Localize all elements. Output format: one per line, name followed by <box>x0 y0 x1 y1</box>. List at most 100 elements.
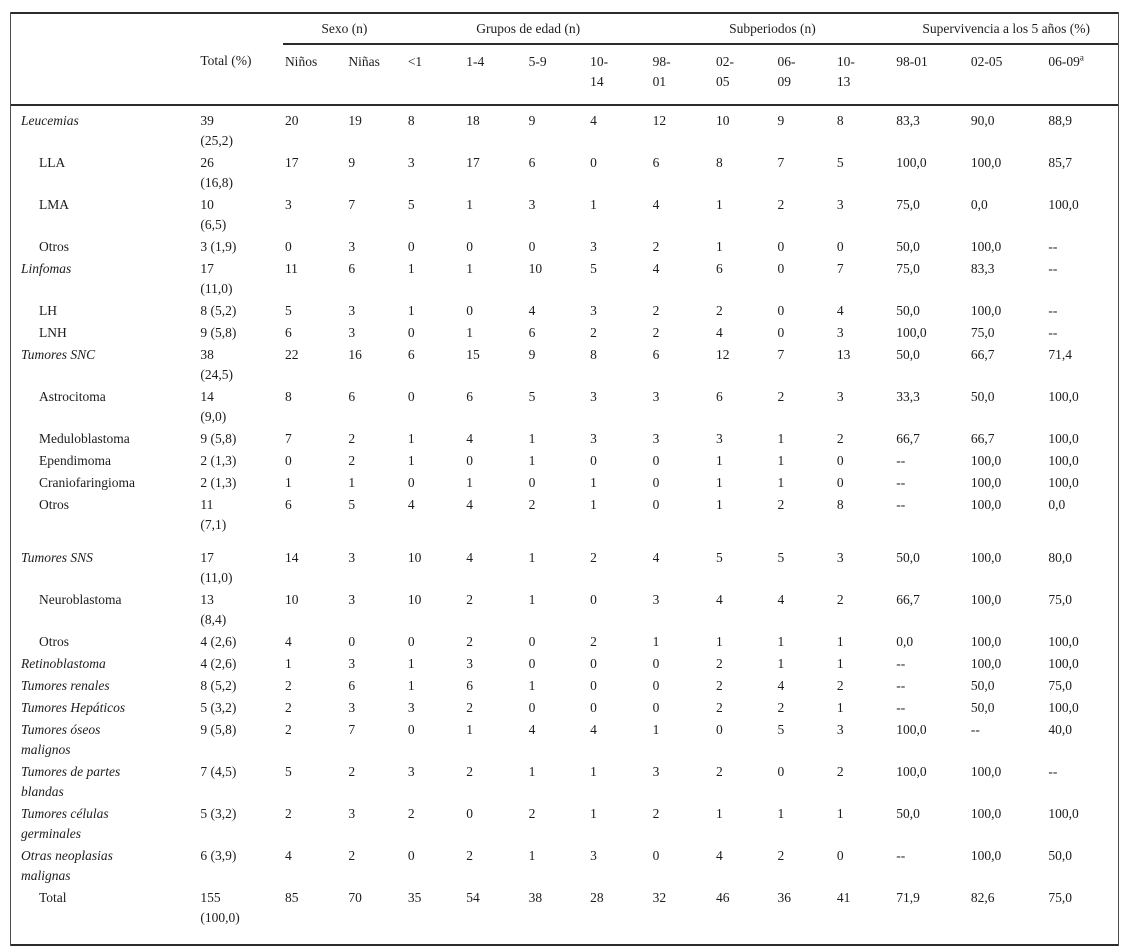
table-header: Sexo (n) Grupos de edad (n) Subperiodos … <box>11 13 1118 106</box>
cell: 1 <box>528 764 536 779</box>
cell: 1 <box>716 197 723 212</box>
cell: 5 <box>777 550 785 565</box>
cell: 4 <box>590 722 597 737</box>
cell: -- <box>1048 261 1058 276</box>
cell: 2 <box>466 592 473 607</box>
cell: 100,0 <box>970 634 1002 649</box>
cell: 0 <box>716 722 723 737</box>
cell: 1 <box>466 325 473 340</box>
cell: 6 <box>466 389 473 404</box>
cell: 6 <box>348 261 356 276</box>
table-row: Total 155 (100,0) 85 70 35 54 38 28 32 46 36 41 71,… <box>11 887 1118 945</box>
row-label: Craniofaringioma <box>39 475 135 490</box>
cell: 4 <box>590 113 597 128</box>
cell: 5 <box>590 261 597 276</box>
cell: 1 <box>407 453 415 468</box>
cell: 22 <box>284 347 299 362</box>
cell: 0 <box>407 475 415 490</box>
cell: 2 <box>528 497 536 512</box>
col-age-5-9: 5-9 <box>526 44 589 106</box>
cell: 2 <box>348 764 356 779</box>
cell: 83,3 <box>896 113 920 128</box>
cell: 0 <box>836 475 844 490</box>
row-label: Tumores SNS <box>21 550 93 565</box>
cell: 3 <box>407 700 415 715</box>
cell: 0 <box>777 239 785 254</box>
cell: 100,0 <box>970 550 1002 565</box>
cell: 0 <box>590 678 597 693</box>
corner-cell <box>11 13 283 44</box>
cell: 38 (24,5) <box>200 347 233 382</box>
cell: 0 <box>284 453 292 468</box>
cell: 100,0 <box>970 592 1002 607</box>
cell: 66,7 <box>896 431 920 446</box>
cell: 1 <box>777 656 785 671</box>
col-sub-06-09: 06- 09 <box>775 44 835 106</box>
table-row: LLA 26 (16,8) 17 9 3 17 6 0 6 8 7 5 100,0 100,0 85,7 <box>11 152 1118 194</box>
cell: 3 <box>590 431 597 446</box>
cell: 0,0 <box>970 197 988 212</box>
cell: 3 <box>466 656 473 671</box>
cell: 1 <box>466 475 473 490</box>
row-label: Meduloblastoma <box>39 431 130 446</box>
row-label: LH <box>39 303 57 318</box>
col-group-subperiodos: Subperiodos (n) <box>650 13 895 45</box>
cell: 2 <box>652 806 660 821</box>
cell: 5 (3,2) <box>200 806 237 821</box>
cell: 2 <box>466 764 473 779</box>
cell: 2 <box>348 431 356 446</box>
row-label-header <box>11 44 199 106</box>
cell: 2 <box>716 678 723 693</box>
cell: 7 <box>777 347 785 362</box>
cell: 5 <box>777 722 785 737</box>
cell: 35 <box>407 890 422 905</box>
cell: 2 <box>777 497 785 512</box>
cell: 1 <box>407 431 415 446</box>
cell: 4 <box>284 634 292 649</box>
cell: 1 <box>777 431 785 446</box>
cell: 0 <box>407 239 415 254</box>
cell: 8 <box>836 497 844 512</box>
cell: 75,0 <box>1048 592 1072 607</box>
cell: 1 <box>466 197 473 212</box>
cell: 1 <box>528 453 536 468</box>
row-label: Ependimoma <box>39 453 111 468</box>
cell: 1 <box>652 634 660 649</box>
cell: 13 (8,4) <box>200 592 227 627</box>
cell: 11 <box>284 261 298 276</box>
cell: 1 <box>528 431 536 446</box>
cell: 2 <box>836 431 844 446</box>
cell: 1 <box>716 497 723 512</box>
cell: 6 <box>528 155 536 170</box>
row-label: Neuroblastoma <box>39 592 122 607</box>
table-row: Otros 3 (1,9) 0 3 0 0 0 3 2 1 0 0 50,0 100,0 -- <box>11 236 1118 258</box>
cell: 0 <box>652 656 660 671</box>
cell: 5 <box>716 550 723 565</box>
cell: 10 <box>528 261 543 276</box>
cell: 0 <box>407 634 415 649</box>
cell: 2 <box>466 848 473 863</box>
cell: 1 <box>407 303 415 318</box>
cell: 66,7 <box>970 347 995 362</box>
cell: 4 <box>652 550 660 565</box>
cell: 17 (11,0) <box>200 550 233 585</box>
cell: 3 <box>652 431 660 446</box>
cell: 0 <box>777 261 785 276</box>
cell: 26 (16,8) <box>200 155 233 190</box>
cell: 3 <box>528 197 536 212</box>
cell: 2 <box>407 806 415 821</box>
cell: 9 <box>528 347 536 362</box>
cell: 2 <box>652 239 660 254</box>
cell: 0 <box>836 453 844 468</box>
cell: 100,0 <box>970 453 1002 468</box>
cell: 0 <box>466 453 473 468</box>
cell: 1 <box>590 764 597 779</box>
table-row: Meduloblastoma 9 (5,8) 7 2 1 4 1 3 3 3 1 2 66,7 66,7… <box>11 428 1118 450</box>
table-row: Otros 4 (2,6) 4 0 0 2 0 2 1 1 1 1 0,0 100,0 100,0 <box>11 631 1118 653</box>
cell: -- <box>896 700 906 715</box>
cell: 3 <box>407 155 415 170</box>
cell: 1 <box>407 261 415 276</box>
cell: 85,7 <box>1048 155 1072 170</box>
col-group-edad: Grupos de edad (n) <box>405 13 651 45</box>
cell: 0 <box>590 453 597 468</box>
